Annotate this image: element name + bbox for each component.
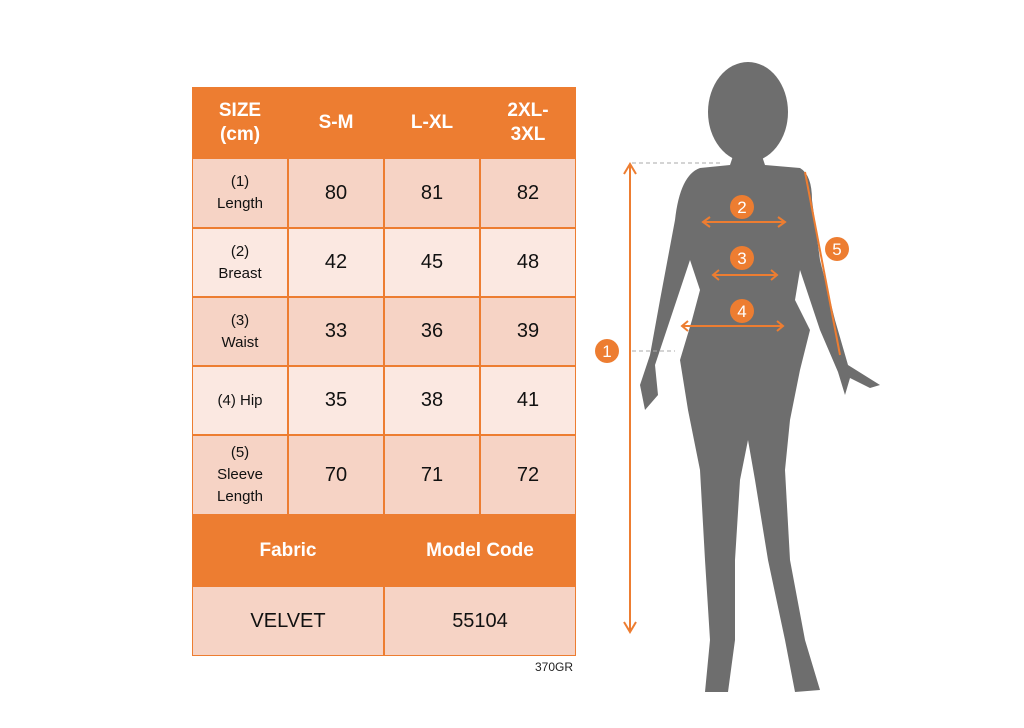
marker-label-2: 2 (737, 198, 746, 217)
marker-label-3: 3 (737, 249, 746, 268)
marker-1 (595, 339, 619, 363)
product-code: 370GR (535, 660, 574, 674)
measurement-value: 72 (480, 435, 576, 515)
measurement-value: 35 (288, 366, 384, 435)
table-row: (2) Breast 42 45 48 (192, 228, 576, 297)
header-size: SIZE (cm) (192, 87, 288, 158)
table-row: (1) Length 80 81 82 (192, 158, 576, 228)
header-l-xl: L-XL (384, 87, 480, 158)
measurement-value: 48 (480, 228, 576, 297)
footer-header-row: Fabric Model Code (192, 515, 576, 586)
marker-5 (825, 237, 849, 261)
measurement-label: (4) Hip (192, 366, 288, 435)
measurement-label: (1) Length (192, 158, 288, 228)
marker-3 (730, 246, 754, 270)
measurement-value: 70 (288, 435, 384, 515)
measurement-value: 82 (480, 158, 576, 228)
header-s-m: S-M (288, 87, 384, 158)
fabric-value: VELVET (192, 586, 384, 656)
table-row: (3) Waist 33 36 39 (192, 297, 576, 366)
marker-label-1: 1 (602, 342, 611, 361)
table-row: (4) Hip 35 38 41 (192, 366, 576, 435)
marker-label-5: 5 (832, 240, 841, 259)
measurement-markers (595, 195, 849, 363)
measurement-value: 41 (480, 366, 576, 435)
measurement-value: 45 (384, 228, 480, 297)
measurement-label: (5) Sleeve Length (192, 435, 288, 515)
marker-4 (730, 299, 754, 323)
measurement-value: 80 (288, 158, 384, 228)
model-code-value: 55104 (384, 586, 576, 656)
table-row: (5) Sleeve Length 70 71 72 (192, 435, 576, 515)
size-chart-table: SIZE (cm) S-M L-XL 2XL-3XL (1) Length 80 8… (192, 87, 576, 656)
measurement-value: 38 (384, 366, 480, 435)
measurement-value: 71 (384, 435, 480, 515)
marker-label-4: 4 (737, 302, 746, 321)
marker-2 (730, 195, 754, 219)
fabric-header: Fabric (192, 515, 384, 586)
measurement-value: 33 (288, 297, 384, 366)
footer-value-row: VELVET 55104 (192, 586, 576, 656)
model-code-header: Model Code (384, 515, 576, 586)
sleeve-arrow (804, 171, 841, 356)
measurement-value: 39 (480, 297, 576, 366)
header-row: SIZE (cm) S-M L-XL 2XL-3XL (192, 87, 576, 158)
measurement-value: 42 (288, 228, 384, 297)
measurement-label: (3) Waist (192, 297, 288, 366)
header-2xl-3xl: 2XL-3XL (480, 87, 576, 158)
measurement-value: 81 (384, 158, 480, 228)
measurement-label: (2) Breast (192, 228, 288, 297)
measurement-value: 36 (384, 297, 480, 366)
silhouette (640, 62, 880, 692)
